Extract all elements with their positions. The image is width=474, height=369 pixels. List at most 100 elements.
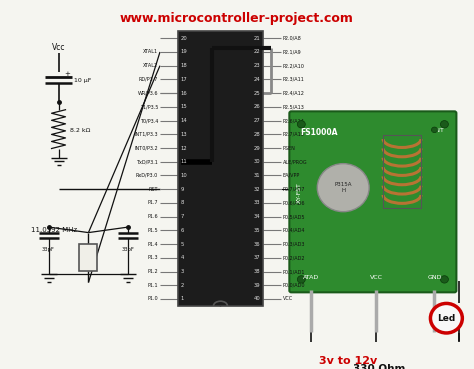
Text: P1.7: P1.7 <box>147 200 158 206</box>
Text: RxD/P3.0: RxD/P3.0 <box>136 173 158 178</box>
Text: 21: 21 <box>253 36 260 41</box>
Text: 10 μF: 10 μF <box>74 77 92 83</box>
Text: TxD/P3.1: TxD/P3.1 <box>136 159 158 164</box>
Circle shape <box>440 276 448 283</box>
Text: 18: 18 <box>181 63 188 68</box>
Text: 22: 22 <box>253 49 260 55</box>
Text: 35: 35 <box>254 228 260 233</box>
Text: P0.5/AD5: P0.5/AD5 <box>283 214 305 219</box>
Text: 37: 37 <box>254 255 260 260</box>
Text: GND: GND <box>427 275 442 280</box>
Text: T0/P3.4: T0/P3.4 <box>140 118 158 123</box>
Text: 2: 2 <box>181 283 184 288</box>
Text: P2.2/A10: P2.2/A10 <box>283 63 305 68</box>
Text: P2.1/A9: P2.1/A9 <box>283 49 301 55</box>
Text: P1.6: P1.6 <box>147 214 158 219</box>
Text: 1: 1 <box>181 296 184 301</box>
Text: P0.4/AD4: P0.4/AD4 <box>283 228 305 233</box>
Text: 34: 34 <box>254 214 260 219</box>
Text: P0.7/AD7: P0.7/AD7 <box>283 187 305 192</box>
Text: P1.0: P1.0 <box>147 296 158 301</box>
Text: 7: 7 <box>181 214 184 219</box>
Text: 24: 24 <box>253 77 260 82</box>
Text: P0.0/AD0: P0.0/AD0 <box>283 283 305 288</box>
Bar <box>383 135 421 208</box>
Text: Vcc: Vcc <box>52 42 65 52</box>
Text: P1.3: P1.3 <box>147 255 158 260</box>
Text: 40: 40 <box>253 296 260 301</box>
Text: www.microcontroller-project.com: www.microcontroller-project.com <box>120 12 354 25</box>
Text: P2.3/A11: P2.3/A11 <box>283 77 305 82</box>
Text: VCC: VCC <box>305 187 316 192</box>
Text: P0.1/AD1: P0.1/AD1 <box>283 269 305 274</box>
Text: P0.6/AD6: P0.6/AD6 <box>283 200 305 206</box>
Text: 33: 33 <box>254 200 260 206</box>
Text: VCC: VCC <box>370 275 383 280</box>
Text: 39: 39 <box>254 283 260 288</box>
Text: 10: 10 <box>181 173 188 178</box>
Text: Led: Led <box>437 314 456 323</box>
Text: 33pF: 33pF <box>122 247 135 252</box>
Text: +: + <box>64 71 70 77</box>
Text: 12: 12 <box>181 145 188 151</box>
Text: 13: 13 <box>181 132 188 137</box>
Text: 6: 6 <box>181 228 184 233</box>
Text: P0.3/AD3: P0.3/AD3 <box>283 242 305 246</box>
Text: VCC: VCC <box>215 282 226 287</box>
Text: ATAD: ATAD <box>303 275 319 280</box>
Text: 3: 3 <box>181 269 184 274</box>
Text: 330 Ohm: 330 Ohm <box>354 363 406 369</box>
Text: 15: 15 <box>181 104 188 109</box>
Text: 4: 4 <box>181 255 184 260</box>
Text: P2.6/A14: P2.6/A14 <box>283 118 305 123</box>
Text: 14: 14 <box>181 118 188 123</box>
Text: 28: 28 <box>253 132 260 137</box>
FancyBboxPatch shape <box>178 31 263 306</box>
Text: INT1/P3.3: INT1/P3.3 <box>134 132 158 137</box>
Text: P1.2: P1.2 <box>147 269 158 274</box>
Text: 33pF: 33pF <box>42 247 55 252</box>
Text: 5: 5 <box>181 242 184 246</box>
Text: P315A
H: P315A H <box>335 182 352 193</box>
Text: XTAL2: XTAL2 <box>143 63 158 68</box>
Text: INT0/P3.2: INT0/P3.2 <box>134 145 158 151</box>
Text: 27: 27 <box>253 118 260 123</box>
Text: 38: 38 <box>254 269 260 274</box>
Text: VCC: VCC <box>283 296 293 301</box>
Text: 31: 31 <box>254 173 260 178</box>
Text: P2.4/A12: P2.4/A12 <box>283 91 305 96</box>
Text: 25: 25 <box>253 91 260 96</box>
Text: 23: 23 <box>254 63 260 68</box>
Text: P1.4: P1.4 <box>147 242 158 246</box>
Text: ANT: ANT <box>431 128 445 133</box>
Text: P2.0/A8: P2.0/A8 <box>283 36 301 41</box>
Text: 9: 9 <box>181 187 184 192</box>
Text: 19: 19 <box>181 49 188 55</box>
Text: P1.5: P1.5 <box>147 228 158 233</box>
Text: 26: 26 <box>253 104 260 109</box>
Text: T1/P3.5: T1/P3.5 <box>140 104 158 109</box>
Text: RD/P3.7: RD/P3.7 <box>138 77 158 82</box>
Text: XY-FST: XY-FST <box>297 183 302 203</box>
Bar <box>80 244 98 272</box>
Text: P2.5/A13: P2.5/A13 <box>283 104 305 109</box>
Text: EA/VPP: EA/VPP <box>283 173 300 178</box>
Text: 32: 32 <box>254 187 260 192</box>
Text: P1.1: P1.1 <box>147 283 158 288</box>
Text: FS1000A: FS1000A <box>301 128 338 137</box>
Circle shape <box>297 121 305 128</box>
Text: 30: 30 <box>254 159 260 164</box>
Text: RST: RST <box>148 187 158 192</box>
Circle shape <box>431 127 438 132</box>
Text: 20: 20 <box>181 36 188 41</box>
Text: 11: 11 <box>181 159 188 164</box>
Circle shape <box>430 303 462 333</box>
Text: 11.0592 MHz: 11.0592 MHz <box>31 227 77 233</box>
FancyBboxPatch shape <box>289 111 456 292</box>
Circle shape <box>317 163 369 212</box>
Text: XTAL1: XTAL1 <box>143 49 158 55</box>
Text: WR/P3.6: WR/P3.6 <box>137 91 158 96</box>
Circle shape <box>297 276 305 283</box>
Text: P2.7/A15: P2.7/A15 <box>283 132 305 137</box>
Text: 36: 36 <box>254 242 260 246</box>
